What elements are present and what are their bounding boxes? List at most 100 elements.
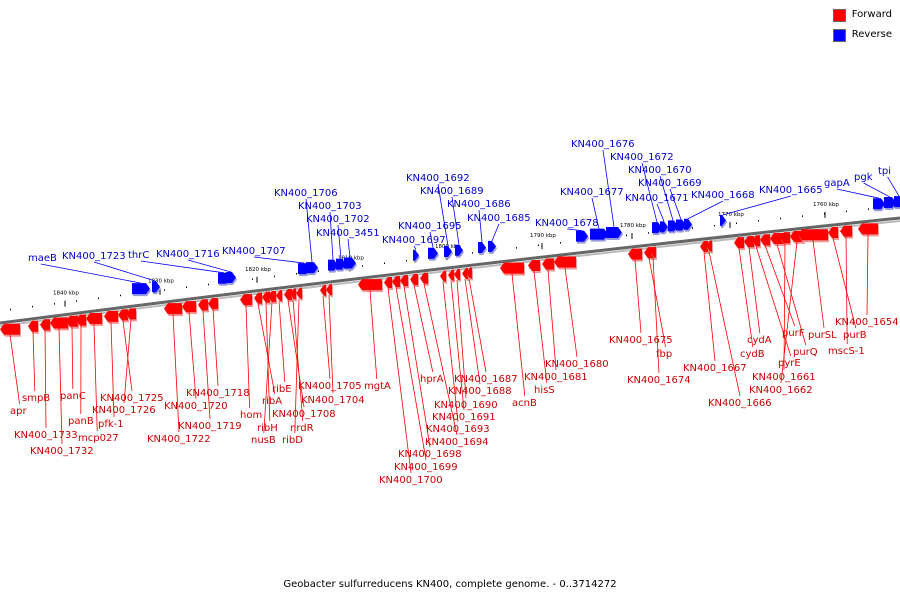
forward-gene-label: KN400_1722 (147, 434, 211, 445)
gene-arrow (86, 313, 102, 325)
gene-arrow (462, 268, 468, 280)
gene-leader-line (40, 263, 142, 284)
reverse-gene-label: KN400_1677 (560, 187, 624, 198)
gene-arrow (700, 240, 708, 252)
gene-arrow (358, 279, 382, 291)
gene-arrow (198, 299, 208, 311)
gene-leader-line (738, 248, 754, 348)
gene-arrow (254, 292, 262, 304)
minor-tick (164, 289, 165, 291)
minor-tick (406, 259, 407, 262)
forward-gene-label: nusB (251, 435, 276, 446)
gene-arrow (590, 228, 608, 240)
minor-tick (76, 300, 77, 302)
reverse-gene-label: KN400_1685 (467, 213, 531, 224)
forward-gene-label: ribA (262, 396, 282, 407)
minor-tick (824, 213, 825, 215)
gene-arrow (392, 276, 400, 288)
gene-arrow (528, 260, 540, 272)
minor-tick (626, 234, 627, 237)
gene-arrow (720, 214, 726, 226)
reverse-gene-label: KN400_1676 (571, 139, 635, 150)
gene-arrow (684, 218, 692, 230)
gene-leader-line (652, 257, 660, 374)
forward-gene-label: KN400_1661 (752, 372, 816, 383)
gene-arrow (410, 273, 418, 285)
gene-arrow (542, 258, 554, 270)
reverse-gene-label: KN400_1669 (638, 178, 702, 189)
gene-arrow (226, 271, 236, 283)
gene-leader-line (294, 298, 300, 434)
gene-arrow (668, 220, 678, 232)
forward-gene-label: KN400_1720 (164, 401, 228, 412)
gene-leader-line (451, 196, 460, 245)
gene-arrow (752, 235, 760, 247)
minor-tick (318, 270, 319, 272)
gene-arrow (284, 289, 292, 301)
gene-arrow (164, 303, 182, 315)
gene-leader-line (547, 269, 557, 371)
gene-leader-line (468, 278, 487, 373)
minor-tick (736, 222, 737, 224)
tick-label: 1830 kbp (148, 279, 174, 285)
forward-gene-label: purQ (793, 347, 818, 358)
gene-leader-line (656, 203, 665, 222)
gene-leader-line (566, 228, 583, 231)
forward-gene-label: panC (60, 391, 86, 402)
forward-gene-label: KN400_1718 (186, 388, 250, 399)
tick-label: 1770 kbp (718, 212, 744, 218)
reverse-gene-label: KN400_1707 (222, 246, 286, 257)
reverse-gene-label: maeB (28, 253, 57, 264)
minor-tick (714, 224, 715, 227)
minor-tick (120, 294, 121, 297)
forward-gene-label: mscS-1 (828, 346, 865, 357)
gene-leader-line (292, 299, 304, 422)
reverse-swatch-icon (832, 28, 846, 42)
gene-arrow (28, 320, 38, 332)
forward-gene-label: KN400_1687 (454, 374, 518, 385)
gene-leader-line (780, 241, 798, 384)
forward-swatch-icon (832, 8, 846, 22)
gene-leader-line (845, 236, 848, 345)
gene-leader-line (764, 245, 796, 327)
gene-arrow (336, 258, 346, 270)
gene-arrow (296, 287, 302, 299)
gene-leader-line (93, 261, 157, 282)
gene-leader-line (395, 287, 427, 461)
minor-tick (758, 220, 759, 222)
reverse-gene-label: KN400_1672 (610, 152, 674, 163)
gene-leader-line (863, 182, 891, 198)
gene-arrow (454, 268, 460, 280)
gene-leader-line (347, 238, 351, 258)
forward-gene-label: apr (10, 406, 27, 417)
gene-leader-line (866, 234, 869, 316)
legend-forward-label: Forward (851, 9, 892, 20)
forward-gene-label: KN400_1691 (432, 412, 496, 423)
forward-gene-label: acnB (512, 398, 537, 409)
minor-tick (648, 232, 649, 234)
gene-arrow (500, 262, 524, 274)
gene-leader-line (591, 197, 600, 229)
gene-arrow (606, 226, 622, 238)
gene-leader-line (287, 299, 305, 408)
forward-gene-label: cydB (740, 349, 765, 360)
forward-gene-label: hprA (420, 374, 444, 385)
gene-arrow (798, 229, 828, 241)
gene-leader-line (442, 281, 459, 423)
gene-arrow (320, 284, 326, 296)
gene-leader-line (93, 323, 98, 432)
gene-arrow (858, 223, 878, 235)
gene-leader-line (329, 211, 334, 260)
gene-arrow (873, 198, 885, 210)
gene-arrow (0, 323, 20, 335)
forward-gene-label: hisS (534, 385, 555, 396)
gene-arrow (448, 269, 454, 281)
gene-leader-line (71, 326, 74, 390)
forward-gene-label: KN400_1666 (708, 398, 772, 409)
gene-leader-line (812, 240, 825, 329)
gene-arrow (744, 236, 754, 248)
gene-leader-line (245, 305, 250, 409)
minor-tick (252, 278, 253, 280)
minor-tick (54, 303, 55, 305)
